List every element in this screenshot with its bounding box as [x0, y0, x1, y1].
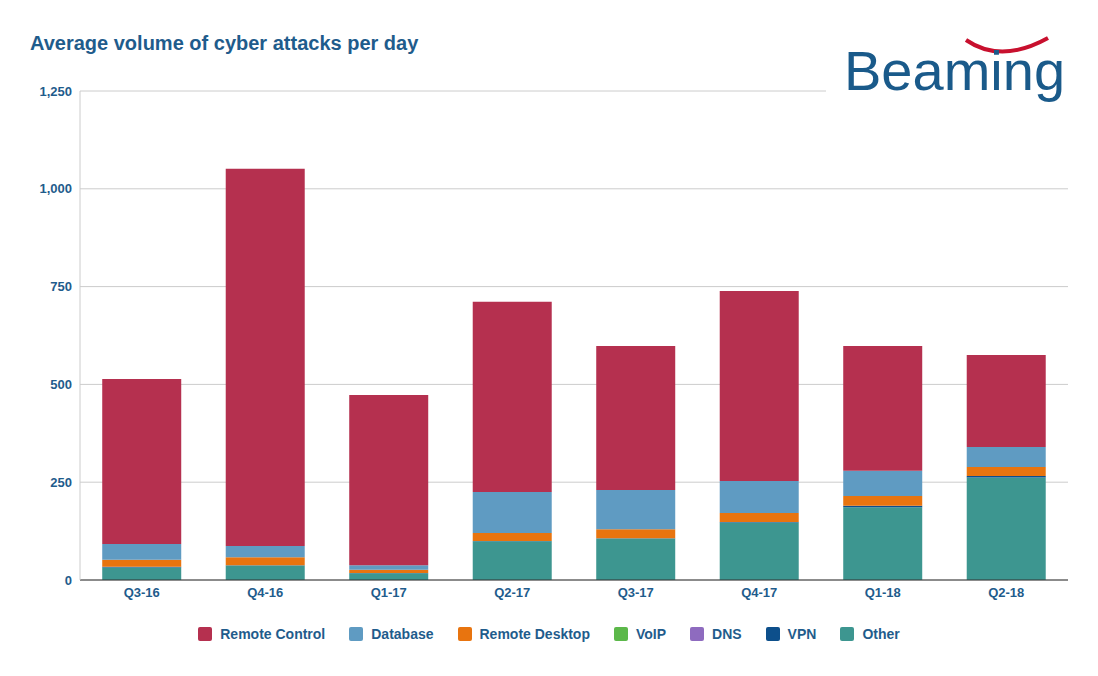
svg-text:Q3-16: Q3-16 [124, 585, 160, 600]
svg-text:1,250: 1,250 [39, 84, 72, 99]
svg-text:250: 250 [50, 475, 72, 490]
svg-text:Q3-17: Q3-17 [618, 585, 654, 600]
html-text:Remote Control: Remote Control [220, 626, 326, 642]
html-text:Remote Desktop: Remote Desktop [479, 626, 590, 642]
svg-text:Q1-17: Q1-17 [371, 585, 407, 600]
svg-text:0: 0 [65, 573, 72, 588]
html-text:VoIP: VoIP [636, 626, 666, 642]
html-text:Average volume of cyber attack: Average volume of cyber attacks per day [30, 32, 419, 54]
svg-text:Q2-18: Q2-18 [988, 585, 1024, 600]
svg-text:750: 750 [50, 279, 72, 294]
html-text:VPN: VPN [787, 626, 817, 642]
html-text:Other: Other [862, 626, 900, 642]
svg-text:500: 500 [50, 377, 72, 392]
html-text:Beaming: Beaming [844, 39, 1065, 102]
html-text:Database: Database [371, 626, 434, 642]
html-text:DNS: DNS [712, 626, 742, 642]
svg-text:Q2-17: Q2-17 [494, 585, 530, 600]
svg-text:Q4-17: Q4-17 [741, 585, 777, 600]
svg-text:Q1-18: Q1-18 [865, 585, 901, 600]
svg-text:Q4-16: Q4-16 [247, 585, 283, 600]
svg-text:1,000: 1,000 [39, 181, 72, 196]
